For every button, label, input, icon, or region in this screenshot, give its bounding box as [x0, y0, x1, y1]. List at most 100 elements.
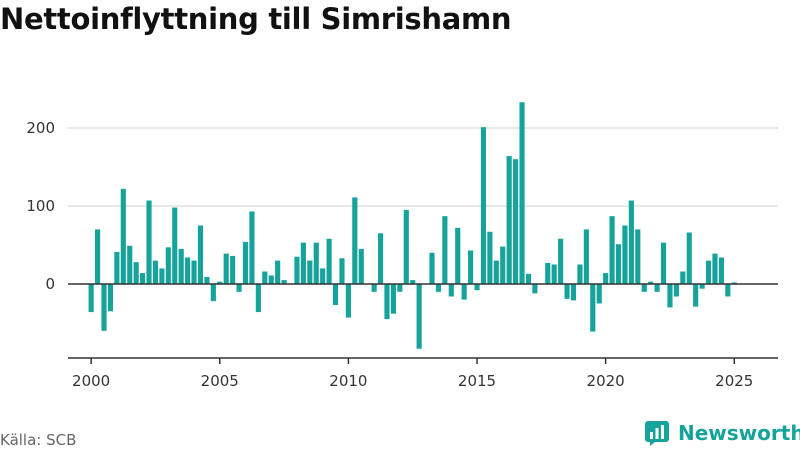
bar [165, 247, 171, 284]
bar [416, 284, 422, 349]
bar [519, 102, 525, 284]
bar [223, 253, 229, 284]
bar [577, 264, 583, 284]
bar [294, 256, 300, 284]
bar [204, 276, 210, 284]
bar [609, 216, 615, 284]
bar [371, 284, 377, 292]
bar [705, 260, 712, 284]
bar [551, 264, 557, 284]
bar [641, 284, 647, 292]
bar [313, 242, 319, 284]
x-tick-label: 2025 [715, 372, 753, 390]
axes [68, 283, 778, 364]
bar [185, 257, 191, 284]
bar [712, 253, 718, 284]
bar [500, 246, 506, 284]
bar [358, 248, 364, 284]
bar [384, 284, 390, 320]
bar [178, 248, 184, 284]
bar [435, 284, 442, 292]
bar [648, 281, 654, 284]
bar [127, 245, 133, 284]
bar [197, 225, 204, 284]
bar [455, 227, 461, 284]
bar [339, 258, 345, 284]
bar [545, 262, 551, 284]
bar [660, 242, 667, 284]
bar [159, 268, 165, 284]
bar [474, 284, 480, 291]
bar [622, 225, 628, 284]
bar [603, 273, 609, 284]
bar [114, 252, 120, 284]
bar [583, 229, 589, 284]
bar [390, 284, 396, 314]
bar [487, 231, 493, 284]
bar [513, 159, 519, 284]
bar [480, 127, 487, 284]
bar [570, 284, 577, 301]
bar [101, 284, 107, 331]
bars [88, 102, 737, 349]
bar [107, 284, 114, 312]
bar [397, 284, 403, 292]
bar [680, 271, 686, 284]
bar [230, 255, 236, 284]
bar [120, 188, 126, 284]
bar [133, 262, 139, 284]
x-tick-label: 2000 [72, 372, 110, 390]
bar [268, 275, 274, 284]
gridlines [68, 127, 778, 207]
y-tick-label: 0 [45, 275, 55, 293]
bar [242, 241, 249, 284]
bar [255, 284, 261, 313]
x-tick-label: 2015 [458, 372, 496, 390]
bar [693, 284, 699, 307]
bar [635, 229, 641, 284]
bar [558, 238, 564, 284]
bar [377, 233, 384, 284]
brand[interactable]: Newsworthy [644, 420, 800, 446]
bar [461, 284, 467, 300]
tick-labels: 0 100 200 2000 2005 2010 2015 2020 2025 [26, 119, 753, 390]
bar [718, 257, 724, 284]
bar [731, 282, 737, 284]
bar [725, 284, 731, 297]
bar [262, 271, 268, 284]
bar [152, 260, 159, 284]
bar [320, 268, 326, 284]
bar [403, 209, 409, 284]
bar [628, 200, 634, 284]
bar [300, 242, 306, 284]
bar [281, 280, 287, 284]
bar [345, 284, 351, 318]
bar [146, 200, 152, 284]
bar [442, 216, 448, 284]
bar [590, 284, 596, 332]
bar [217, 281, 223, 284]
bar [140, 273, 146, 284]
bar [249, 211, 255, 284]
bar [667, 284, 673, 308]
x-tick-label: 2005 [201, 372, 239, 390]
y-tick-label: 200 [26, 119, 55, 137]
chart-title: Nettoinflyttning till Simrishamn [0, 2, 512, 36]
bar [564, 284, 570, 299]
bar [210, 284, 216, 302]
bar [95, 229, 101, 284]
bar [525, 273, 532, 284]
newsworthy-logo-icon [645, 421, 669, 446]
bar [654, 284, 660, 292]
bar [275, 260, 281, 284]
bar [493, 260, 499, 284]
bar [352, 197, 358, 284]
x-tick-label: 2020 [587, 372, 625, 390]
bar [307, 260, 313, 284]
bar [236, 284, 242, 292]
bar [699, 284, 705, 289]
x-tick-label: 2010 [329, 372, 367, 390]
bar [506, 156, 512, 284]
bar [88, 284, 94, 313]
bar [673, 284, 679, 297]
